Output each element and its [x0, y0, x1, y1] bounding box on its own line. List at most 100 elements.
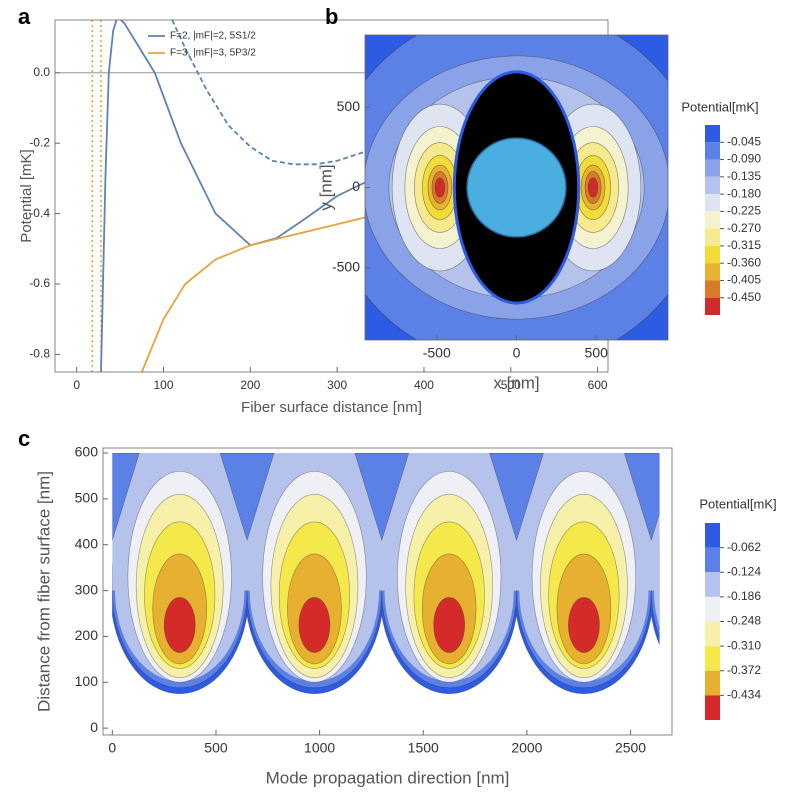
panel: c Potential[mK] -0.062 -0.124 -0.186 -0.248 -0… — [18, 426, 777, 788]
y-tick-label: 600 — [75, 444, 99, 460]
colorbar-band — [705, 646, 720, 671]
x-tick-label: 200 — [240, 378, 260, 392]
colorbar-band — [705, 159, 720, 177]
colorbar-label: -0.310 — [727, 638, 761, 652]
y-tick-label: 100 — [75, 673, 99, 689]
x-axis-label: Fiber surface distance [nm] — [241, 399, 422, 416]
y-tick-label: 200 — [75, 627, 99, 643]
colorbar-label: -0.372 — [727, 663, 761, 677]
y-tick-label: -0.6 — [29, 276, 50, 290]
contour-region — [653, 553, 660, 628]
colorbar-label: -0.248 — [727, 614, 761, 628]
colorbar-label: -0.062 — [727, 540, 761, 554]
line-series — [171, 20, 598, 166]
y-tick-label: 500 — [75, 490, 99, 506]
y-tick-label: -0.4 — [29, 206, 50, 220]
y-axis-label: y [nm] — [316, 164, 335, 210]
colorbar-band — [705, 280, 720, 298]
x-axis-label: Mode propagation direction [nm] — [266, 768, 510, 787]
contour-region — [219, 453, 275, 542]
y-tick-label: 0 — [90, 719, 98, 735]
colorbar-label: -0.270 — [727, 221, 761, 235]
colorbar-band — [705, 572, 720, 597]
colorbar-label: -0.360 — [727, 255, 761, 269]
plot-area — [112, 453, 660, 695]
y-tick-label: -0.8 — [29, 347, 50, 361]
panel: a F=2, |mF|=2, 5S1/2 F=3, |mF|=3, 5P3/2 0 10… — [18, 4, 609, 416]
panel: b Potential[mK] -0.045 -0.090 -0.135 -0.180 -0… — [316, 4, 761, 393]
y-tick-label: 0 — [352, 178, 360, 194]
colorbar-band — [705, 596, 720, 622]
legend-entry: F=3, |mF|=3, 5P3/2 — [170, 48, 256, 59]
contour-region — [568, 597, 600, 653]
colorbar-label: -0.135 — [727, 169, 761, 183]
panel-label: b — [325, 4, 338, 29]
colorbar-title: Potential[mK] — [681, 99, 758, 114]
colorbar-band — [705, 263, 720, 281]
x-tick-label: 600 — [588, 378, 608, 392]
colorbar-band — [705, 142, 720, 160]
panel-label: a — [18, 4, 31, 29]
x-tick-label: 400 — [414, 378, 434, 392]
x-tick-label: 0 — [73, 378, 80, 392]
x-tick-label: 2500 — [615, 740, 646, 756]
colorbar-band — [705, 547, 720, 573]
colorbar-band — [705, 297, 720, 315]
axes-frame — [102, 447, 673, 736]
contour-region — [354, 453, 410, 542]
y-tick-label: 0.0 — [33, 65, 50, 79]
x-tick-label: -500 — [423, 345, 451, 361]
contour-region — [434, 177, 446, 198]
colorbar-band — [705, 670, 720, 696]
contour-region — [112, 453, 140, 542]
y-tick-label: -500 — [332, 258, 360, 274]
colorbar-label: -0.045 — [727, 134, 761, 148]
colorbar-band — [705, 211, 720, 229]
colorbar-label: -0.405 — [727, 273, 761, 287]
contour-region — [433, 597, 466, 653]
colorbar-band — [705, 523, 720, 548]
colorbar-band — [705, 194, 720, 212]
colorbar-band — [705, 228, 720, 246]
contour-region — [163, 597, 196, 653]
x-tick-label: 1000 — [304, 740, 335, 756]
contour-region — [489, 453, 544, 542]
x-tick-label: 300 — [327, 378, 347, 392]
colorbar-label: -0.186 — [727, 589, 761, 603]
colorbar-label: -0.180 — [727, 186, 761, 200]
contour-region — [298, 597, 331, 653]
y-axis-label: Distance from fiber surface [nm] — [34, 471, 53, 712]
colorbar-band — [705, 621, 720, 647]
colorbar-band — [705, 176, 720, 195]
x-tick-label: 100 — [154, 378, 174, 392]
colorbar-label: -0.124 — [727, 564, 761, 578]
colorbar-label: -0.225 — [727, 204, 761, 218]
panel-label: c — [18, 426, 30, 451]
y-tick-label: 300 — [75, 581, 99, 597]
x-tick-label: 0 — [513, 345, 521, 361]
colorbar-title: Potential[mK] — [699, 496, 776, 511]
x-tick-label: 500 — [501, 378, 521, 392]
colorbar-label: -0.434 — [727, 688, 761, 702]
contour-region — [587, 177, 599, 198]
y-axis-label: Potential [mK] — [18, 149, 35, 242]
x-tick-label: 1500 — [408, 740, 439, 756]
colorbar-label: -0.315 — [727, 238, 761, 252]
colorbar-band — [705, 125, 720, 143]
x-tick-label: 2000 — [511, 740, 542, 756]
plot-area — [365, 35, 668, 340]
y-tick-label: 400 — [75, 535, 99, 551]
x-axis-label: x [nm] — [493, 373, 539, 392]
fiber — [466, 137, 567, 238]
data-area — [112, 453, 660, 695]
x-tick-label: 0 — [108, 740, 116, 756]
x-tick-label: 500 — [204, 740, 228, 756]
y-tick-label: -0.2 — [29, 135, 50, 149]
colorbar-label: -0.090 — [727, 152, 761, 166]
legend-entry: F=2, |mF|=2, 5S1/2 — [170, 31, 256, 42]
contour-region — [624, 453, 660, 542]
colorbar-band — [705, 695, 720, 720]
y-tick-label: 500 — [337, 98, 361, 114]
colorbar-band — [705, 245, 720, 264]
